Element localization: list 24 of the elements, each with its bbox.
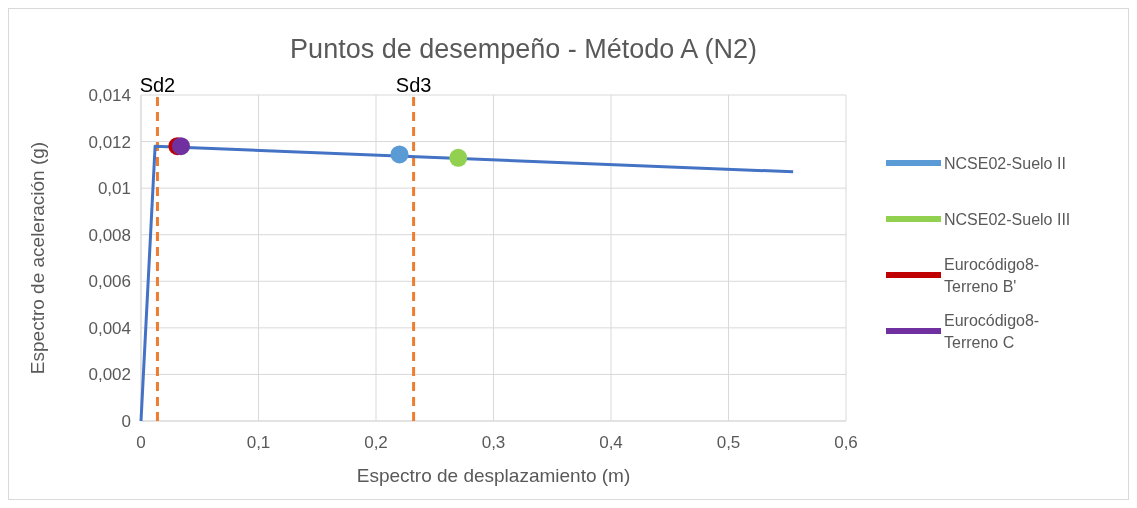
y-axis-title: Espectro de aceleración (g) [27, 141, 48, 375]
y-tick-label: 0 [121, 411, 131, 431]
y-tick-label: 0,01 [97, 179, 131, 199]
ref-line-label: Sd3 [395, 74, 432, 96]
legend-label: Eurocódigo8-Terreno B' [944, 255, 1040, 295]
y-tick-label: 0,002 [88, 365, 131, 385]
y-tick-label: 0,006 [88, 272, 131, 292]
y-tick-label: 0,008 [88, 225, 131, 245]
chart-title: Puntos de desempeño - Método A (N2) [290, 34, 757, 64]
y-tick-label: 0,004 [88, 318, 131, 338]
x-tick-label: 0,1 [246, 433, 271, 452]
legend-label: NCSE02-Suelo III [944, 210, 1071, 228]
x-tick-label: 0,5 [716, 433, 741, 452]
legend-label: NCSE02-Suelo II [944, 154, 1066, 172]
y-tick-label: 0,014 [88, 85, 131, 105]
x-tick-label: 0 [136, 433, 146, 452]
x-tick-label: 0,6 [834, 433, 858, 452]
x-tick-label: 0,4 [599, 433, 623, 452]
x-tick-label: 0,2 [364, 433, 388, 452]
ref-line-label: Sd2 [139, 74, 176, 96]
x-axis-title: Espectro de desplazamiento (m) [356, 465, 631, 486]
y-tick-label: 0,012 [88, 132, 131, 152]
legend-label: Eurocódigo8-Terreno C [944, 311, 1040, 351]
x-tick-label: 0,3 [481, 433, 506, 452]
